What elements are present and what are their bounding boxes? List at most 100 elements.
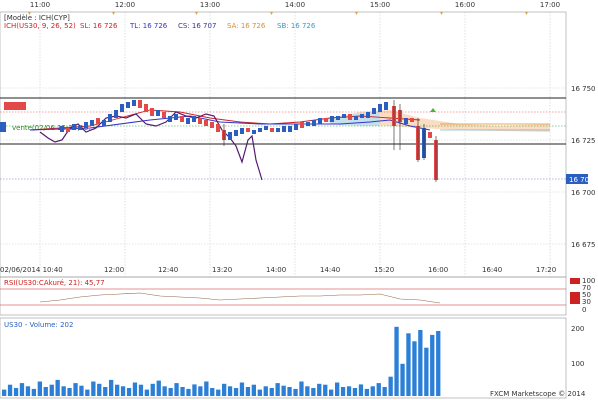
rsi-tick: 70 — [582, 284, 591, 292]
volume-bar — [358, 384, 364, 396]
volume-bar — [138, 384, 144, 396]
volume-label: US30 - Volume: 202 — [4, 321, 73, 329]
volume-bar — [13, 388, 19, 396]
volume-bar — [7, 384, 13, 396]
price-tick: 16 700 — [571, 189, 596, 197]
volume-bar — [103, 387, 108, 396]
current-price-tag — [566, 174, 588, 184]
volume-bar — [61, 386, 66, 396]
top-time-label: 11:00 — [30, 1, 50, 9]
volume-bars — [2, 326, 441, 396]
bottom-time-label: 13:20 — [212, 266, 232, 274]
volume-bar — [400, 363, 405, 396]
volume-bar — [329, 389, 334, 396]
volume-bar — [19, 383, 25, 396]
volume-bar — [418, 330, 423, 396]
bottom-time-label: 12:40 — [158, 266, 178, 274]
volume-bar — [346, 386, 352, 396]
volume-bar — [174, 383, 179, 396]
volume-bar — [299, 381, 304, 396]
volume-bar — [67, 388, 72, 396]
bottom-time-label: 14:40 — [320, 266, 340, 274]
volume-bar — [382, 387, 387, 396]
price-tick: 16 725 — [571, 137, 596, 145]
volume-bar — [436, 331, 441, 396]
volume-bar — [287, 387, 292, 396]
volume-bar — [204, 381, 209, 396]
volume-bar — [91, 381, 96, 396]
volume-bar — [251, 384, 256, 396]
legend-sb: SB: 16 726 — [277, 22, 316, 30]
volume-bar — [126, 388, 132, 396]
volume-bar — [79, 385, 84, 396]
price-axis: 16 750 16 725 16 700 16 675 — [571, 85, 596, 249]
volume-bar — [216, 389, 221, 396]
volume-bar — [55, 379, 60, 396]
bottom-time-label: 17:20 — [536, 266, 556, 274]
volume-tick: 100 — [571, 360, 584, 368]
volume-bar — [233, 388, 239, 396]
volume-tick: 200 — [571, 325, 584, 333]
volume-bar — [120, 386, 126, 396]
rsi-tick: 50 — [582, 291, 591, 299]
bottom-time-label: 02/06/2014 10:40 — [0, 266, 63, 274]
volume-bar — [43, 387, 48, 396]
top-event-markers — [28, 12, 528, 15]
volume-bar — [430, 334, 435, 396]
volume-bar — [31, 388, 36, 396]
volume-bar — [49, 384, 54, 396]
volume-bar — [37, 381, 42, 396]
volume-bar — [305, 386, 310, 396]
rsi-tick: 100 — [582, 277, 595, 285]
volume-bar — [25, 386, 31, 396]
volume-bar — [227, 386, 233, 396]
price-tick: 16 750 — [571, 85, 596, 93]
rsi-tick: 30 — [582, 298, 591, 306]
volume-bar — [198, 386, 203, 396]
volume-bar — [150, 383, 155, 396]
rsi-label: RSI(US30:CAkuré, 21): 45,77 — [4, 279, 105, 287]
volume-bar — [376, 383, 381, 396]
bottom-time-label: 14:00 — [266, 266, 286, 274]
top-time-label: 13:00 — [200, 1, 220, 9]
sell-order-marker — [4, 102, 26, 110]
chart-legend: [Modèle : ICH(CYP] ICH(US30, 9, 26, 52) … — [4, 14, 316, 30]
top-time-label: 15:00 — [370, 1, 390, 9]
volume-bar — [115, 384, 120, 396]
price-tick: 16 675 — [571, 241, 596, 249]
rsi-axis: 100 70 50 30 0 — [570, 277, 595, 314]
volume-bar — [156, 380, 161, 396]
volume-bar — [370, 386, 375, 396]
bottom-time-axis: 02/06/2014 10:40 12:00 12:40 13:20 14:00… — [0, 266, 556, 274]
legend-sa: SA: 16 726 — [227, 22, 266, 30]
bottom-time-label: 16:00 — [428, 266, 448, 274]
volume-bar — [317, 383, 322, 396]
bottom-time-label: 15:20 — [374, 266, 394, 274]
volume-bar — [144, 389, 149, 396]
top-time-axis: 11:00 12:00 13:00 14:00 15:00 16:00 17:0… — [30, 1, 560, 9]
candle-wicks — [223, 100, 437, 182]
volume-bar — [109, 379, 114, 396]
volume-bar — [73, 383, 78, 396]
volume-bar — [412, 341, 417, 396]
volume-bar — [388, 376, 393, 396]
volume-bar — [364, 388, 369, 396]
rsi-line — [39, 292, 441, 304]
volume-bar — [323, 384, 328, 396]
volume-bar — [192, 384, 197, 396]
volume-bar — [269, 388, 274, 396]
volume-bar — [2, 389, 7, 396]
volume-bar — [406, 333, 411, 396]
volume-bar — [424, 347, 429, 396]
rsi-tick: 0 — [582, 306, 586, 314]
top-time-label: 16:00 — [455, 1, 475, 9]
top-time-label: 17:00 — [540, 1, 560, 9]
volume-bar — [222, 383, 227, 396]
current-price-label: 16 707 — [569, 176, 594, 184]
volume-bar — [97, 383, 102, 396]
top-time-label: 12:00 — [115, 1, 135, 9]
bottom-time-label: 12:00 — [104, 266, 124, 274]
watermark: FXCM Marketscope © 2014 — [490, 390, 586, 398]
volume-bar — [168, 388, 173, 396]
